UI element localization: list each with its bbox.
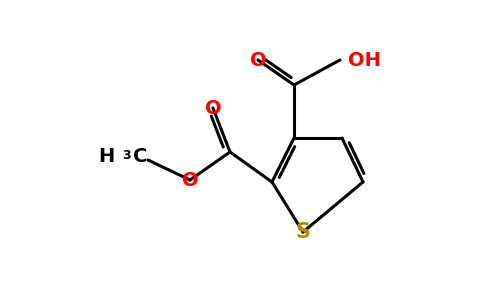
Text: OH: OH xyxy=(348,50,381,70)
Text: H: H xyxy=(99,148,115,166)
Text: O: O xyxy=(182,170,198,190)
Text: 3: 3 xyxy=(122,149,131,162)
Text: C: C xyxy=(133,148,147,166)
Text: O: O xyxy=(250,50,266,70)
Text: S: S xyxy=(296,222,311,242)
Text: O: O xyxy=(205,98,221,118)
